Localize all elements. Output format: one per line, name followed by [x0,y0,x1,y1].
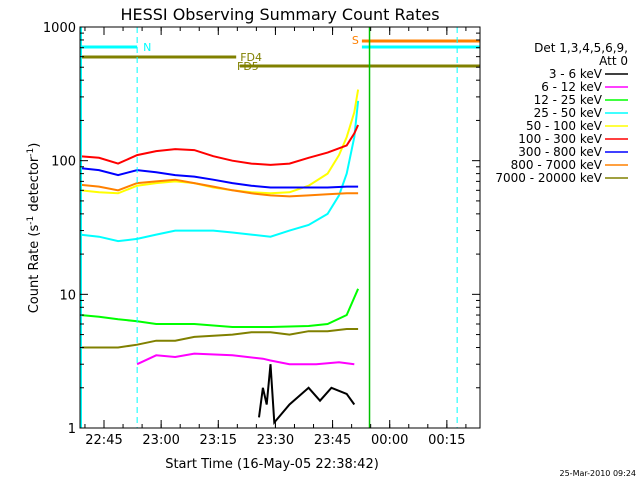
y-axis-label: Count Rate (s-1 detector-1) [26,143,42,314]
legend-label: 800 - 7000 keV [511,158,603,172]
y-axis-label-sup: -1 [26,216,36,225]
y-tick-label: 100 [51,155,76,170]
y-tick-label: 1000 [43,21,76,36]
y-axis-label-part: Count Rate (s [27,225,42,314]
fd4-label: FD4 [240,51,262,64]
x-tick-label: 22:45 [85,433,122,448]
footer-timestamp: 25-Mar-2010 09:24 [560,469,637,478]
legend-label: 12 - 25 keV [534,93,603,107]
plot-frame [79,26,481,429]
fd5-label: FD5 [237,60,259,73]
legend-label: 7000 - 20000 keV [495,171,602,185]
x-tick-label: 23:00 [142,433,179,448]
series-line [79,124,360,166]
x-tick-label: 23:15 [200,433,237,448]
series-line [79,167,359,189]
series-line [258,364,356,426]
y-axis-label-part: detector [27,156,42,216]
x-tick-label: 23:30 [257,433,294,448]
y-axis-label-part: ) [27,143,42,148]
night-label: N [143,41,151,54]
series-line [79,178,359,198]
legend-label: 6 - 12 keV [541,80,603,94]
legend-label: 100 - 300 keV [518,132,602,146]
y-axis-label-sup: -1 [26,148,36,157]
series-line [79,288,360,328]
legend-label: 300 - 800 keV [518,145,602,159]
y-tick-label: 1 [68,422,76,437]
x-axis-label: Start Time (16-May-05 22:38:42) [165,457,379,472]
legend-label: 25 - 50 keV [534,106,603,120]
x-tick-label: 00:15 [428,433,465,448]
legend-label: 3 - 6 keV [549,67,603,81]
series-line [79,89,360,195]
series-line [136,352,355,366]
legend-header: Att 0 [599,54,628,68]
x-tick-label: 23:45 [314,433,351,448]
series-line [80,328,359,349]
x-tick-label: 00:00 [371,433,408,448]
axes: 1 10 100 1000 22:45 23:00 23:15 23:30 23:45 00:00… [43,21,481,448]
chart-title: HESSI Observing Summary Count Rates [120,5,439,24]
series-layer [79,89,360,426]
legend-label: 50 - 100 keV [526,119,603,133]
saa-label: S [352,34,359,47]
legend-header: Det 1,3,4,5,6,9, [534,41,628,55]
series-line [79,100,360,243]
y-tick-label: 10 [59,288,76,303]
